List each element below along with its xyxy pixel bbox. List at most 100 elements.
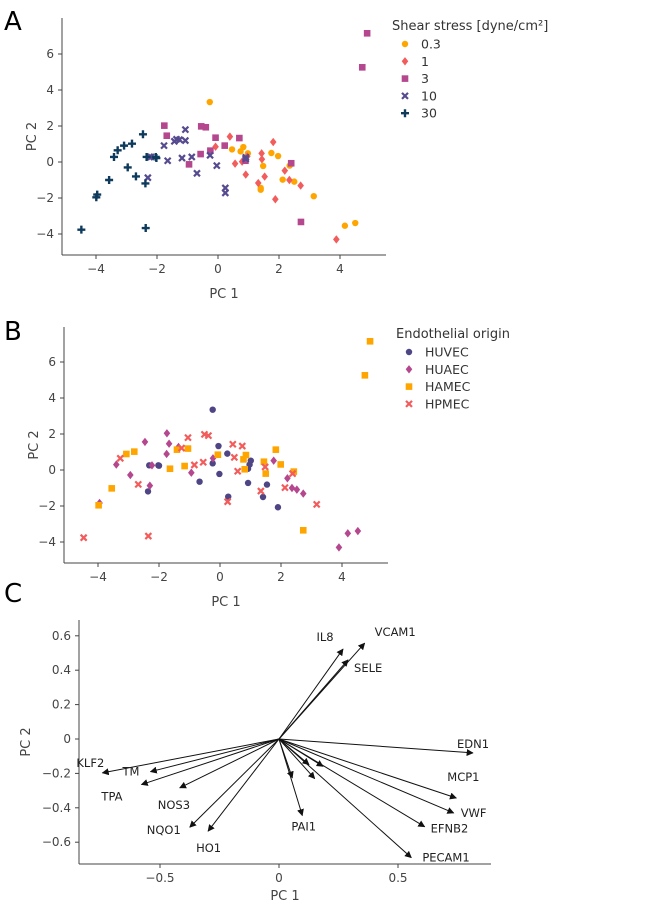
loading-label: VCAM1 bbox=[375, 625, 416, 639]
data-point bbox=[141, 179, 150, 188]
y-tick-label: 0 bbox=[46, 155, 54, 169]
loading-vector-pecam1: PECAM1 bbox=[278, 738, 470, 865]
y-tick-label: −0.6 bbox=[42, 835, 71, 849]
data-point bbox=[242, 451, 250, 459]
data-point bbox=[274, 504, 282, 511]
data-point bbox=[286, 175, 293, 185]
y-tick-label: 0 bbox=[48, 463, 56, 477]
loading-vector-vcam1: VCAM1 bbox=[278, 625, 416, 740]
loading-arrow bbox=[278, 648, 344, 740]
series-hamec bbox=[95, 338, 374, 534]
loading-label: EDN1 bbox=[457, 737, 489, 751]
data-point bbox=[242, 170, 250, 179]
x-tick-label: 0 bbox=[275, 871, 283, 885]
legend-label: HPMEC bbox=[425, 396, 470, 411]
loading-arrow bbox=[179, 738, 280, 789]
data-point bbox=[257, 186, 264, 193]
loading-arrow bbox=[278, 738, 457, 800]
loading-arrow bbox=[140, 738, 280, 786]
panel-c: C −0.5 0 0.5 −0.6 −0.4 −0.2 0 0.2 0.4 0.6 PC 1 PC 2 I… bbox=[4, 579, 491, 904]
legend-item: HUVEC bbox=[405, 345, 469, 360]
data-point bbox=[175, 135, 184, 144]
loading-label: VWF bbox=[461, 806, 487, 820]
y-tick-label: 4 bbox=[46, 83, 54, 97]
series-30 bbox=[77, 130, 161, 234]
loading-vector-nqo1: NQO1 bbox=[147, 738, 280, 837]
data-point bbox=[279, 176, 286, 183]
data-point bbox=[288, 469, 297, 478]
y-axis-label: PC 2 bbox=[27, 430, 42, 459]
loading-arrow bbox=[278, 738, 474, 756]
loading-vector-klf2: KLF2 bbox=[76, 738, 280, 776]
data-point bbox=[260, 458, 268, 466]
legend-marker bbox=[401, 40, 409, 48]
data-point bbox=[297, 218, 305, 226]
series-huvec bbox=[144, 406, 282, 511]
data-point bbox=[160, 141, 168, 150]
data-point bbox=[206, 98, 213, 106]
legend-marker bbox=[405, 383, 413, 390]
data-point bbox=[288, 483, 296, 493]
y-tick-label: 2 bbox=[46, 119, 54, 133]
loading-arrow bbox=[278, 738, 324, 767]
legend-marker bbox=[401, 92, 409, 100]
y-tick-label: −2 bbox=[36, 191, 54, 205]
data-point bbox=[241, 155, 250, 163]
data-point bbox=[258, 155, 266, 164]
x-tick-label: −2 bbox=[148, 262, 166, 276]
y-axis-label: PC 2 bbox=[25, 122, 40, 151]
data-point bbox=[241, 153, 250, 162]
data-point bbox=[344, 529, 352, 538]
data-point bbox=[207, 147, 214, 154]
data-point bbox=[130, 448, 138, 455]
legend-marker bbox=[405, 365, 413, 374]
y-tick-label: 0.4 bbox=[52, 663, 71, 677]
data-point bbox=[310, 193, 317, 200]
data-point bbox=[333, 235, 340, 244]
data-point bbox=[215, 442, 222, 450]
data-point bbox=[236, 134, 243, 142]
legend-label: 0.3 bbox=[421, 37, 441, 52]
legend-item: HPMEC bbox=[405, 396, 470, 411]
legend-item: HAMEC bbox=[405, 379, 471, 394]
data-point bbox=[212, 134, 219, 141]
x-tick-label: 2 bbox=[275, 262, 283, 276]
loading-vector bbox=[278, 738, 316, 780]
data-point bbox=[209, 406, 216, 413]
loading-arrow bbox=[278, 738, 294, 779]
data-point bbox=[284, 474, 291, 483]
x-tick-label: 0 bbox=[216, 570, 224, 584]
loading-label: MCP1 bbox=[447, 770, 479, 784]
data-point bbox=[233, 467, 242, 476]
loading-arrow bbox=[278, 738, 455, 814]
data-point bbox=[269, 137, 277, 147]
data-point bbox=[363, 30, 371, 37]
x-tick-label: 2 bbox=[277, 570, 285, 584]
loading-arrow bbox=[101, 738, 280, 776]
data-point bbox=[361, 372, 369, 379]
data-point bbox=[230, 453, 239, 462]
data-point bbox=[209, 460, 216, 467]
data-point bbox=[277, 461, 284, 468]
data-point bbox=[193, 169, 201, 178]
data-point bbox=[77, 225, 86, 234]
data-point bbox=[244, 479, 252, 487]
data-point bbox=[293, 485, 301, 494]
data-point bbox=[258, 149, 265, 158]
loading-vector-edn1: EDN1 bbox=[278, 737, 489, 756]
data-point bbox=[268, 149, 275, 157]
data-point bbox=[202, 123, 210, 131]
legend-title: Shear stress [dyne/cm²] bbox=[392, 19, 548, 34]
data-point bbox=[187, 153, 196, 161]
data-point bbox=[190, 461, 199, 469]
data-point bbox=[185, 161, 193, 168]
data-point bbox=[181, 125, 190, 134]
data-point bbox=[281, 483, 289, 492]
x-tick-label: 4 bbox=[336, 262, 344, 276]
series-3 bbox=[161, 30, 371, 226]
x-tick-label: −4 bbox=[89, 570, 107, 584]
y-tick-label: −0.4 bbox=[42, 801, 71, 815]
legend-label: HAMEC bbox=[425, 379, 471, 394]
x-tick-label: 4 bbox=[338, 570, 346, 584]
